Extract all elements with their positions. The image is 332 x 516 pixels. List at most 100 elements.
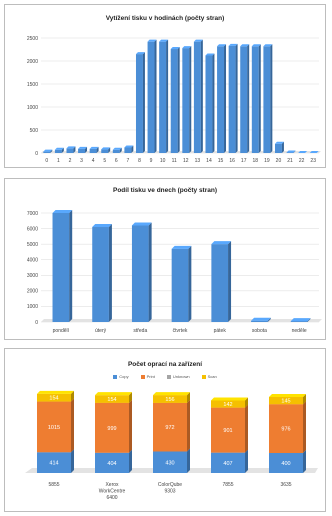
- data-label: 154: [49, 396, 58, 402]
- x-tick-label: 6: [115, 158, 118, 164]
- y-tick-label: 0: [35, 320, 38, 326]
- x-tick-label: 2: [69, 158, 72, 164]
- x-tick-label: 11: [172, 158, 177, 164]
- data-label: 145: [281, 399, 290, 405]
- bar: [205, 55, 212, 153]
- device-chart-title: Počet oprací na zařízení: [5, 361, 325, 368]
- data-label: 404: [107, 461, 116, 467]
- x-tick-label: 1: [57, 158, 60, 164]
- stacked-bar-segment-side: [71, 449, 74, 473]
- bar-side: [212, 53, 214, 153]
- bar: [90, 149, 97, 153]
- stacked-bar-segment-side: [129, 450, 132, 473]
- bar: [78, 149, 85, 153]
- bar-side: [69, 210, 72, 322]
- legend-swatch: [167, 375, 171, 379]
- legend-item: Scan: [202, 374, 217, 379]
- bar: [211, 244, 228, 322]
- x-tick-label: 3: [80, 158, 83, 164]
- bar-side: [247, 44, 249, 153]
- x-tick-label: 14: [206, 158, 212, 164]
- data-label: 999: [107, 426, 116, 432]
- data-label: 156: [165, 397, 174, 403]
- y-tick-label: 2000: [27, 289, 38, 295]
- bar-top: [172, 246, 192, 249]
- hourly-chart-title: Vytížení tisku v hodinách (počty stran): [5, 15, 325, 22]
- y-tick-label: 500: [30, 128, 39, 134]
- x-tick-label: 18: [253, 158, 259, 164]
- stacked-bar-segment-top: [211, 398, 248, 401]
- y-tick-label: 4000: [27, 258, 38, 264]
- bar-side: [178, 47, 180, 153]
- x-tick-label: 9303: [164, 489, 175, 495]
- y-tick-label: 3000: [27, 273, 38, 279]
- x-tick-label: 10: [160, 158, 166, 164]
- stacked-bar-segment-top: [153, 392, 190, 395]
- x-tick-label: Xerox: [105, 482, 119, 488]
- y-tick-label: 2500: [27, 36, 38, 42]
- y-tick-label: 7000: [27, 211, 38, 217]
- bar-top: [132, 222, 152, 225]
- bar: [101, 149, 108, 153]
- stacked-bar-segment-side: [71, 399, 74, 453]
- x-tick-label: 19: [264, 158, 270, 164]
- bar: [132, 225, 149, 322]
- bar-side: [149, 222, 152, 322]
- bar: [53, 213, 70, 322]
- x-tick-label: 9: [150, 158, 153, 164]
- bar: [275, 144, 282, 153]
- bar: [252, 46, 259, 153]
- x-tick-label: neděle: [292, 328, 307, 334]
- bar: [43, 152, 50, 153]
- bar-side: [270, 44, 272, 153]
- x-tick-label: 23: [310, 158, 316, 164]
- bar: [240, 46, 247, 153]
- y-tick-label: 2000: [27, 59, 38, 65]
- x-tick-label: 6400: [106, 495, 117, 501]
- bar-side: [224, 44, 226, 153]
- y-tick-label: 1000: [27, 105, 38, 111]
- legend-item: Unknown: [167, 374, 190, 379]
- x-tick-label: 8: [138, 158, 141, 164]
- legend-label: Scan: [208, 374, 217, 379]
- bar-side: [201, 40, 203, 153]
- x-tick-label: 0: [45, 158, 48, 164]
- daily-chart-title: Podíl tisku ve dnech (počty stran): [5, 187, 325, 194]
- x-tick-label: pondělí: [53, 328, 70, 334]
- legend-swatch: [202, 375, 206, 379]
- bar-top: [211, 241, 231, 244]
- stacked-bar-segment-side: [303, 401, 306, 453]
- x-tick-label: 20: [276, 158, 282, 164]
- legend-label: Print: [147, 374, 155, 379]
- stacked-bar-segment-side: [245, 405, 248, 453]
- x-tick-label: 17: [241, 158, 247, 164]
- bar-top: [92, 224, 112, 227]
- bar: [136, 54, 143, 153]
- data-label: 414: [49, 461, 58, 467]
- legend-swatch: [113, 375, 117, 379]
- data-label: 1015: [48, 425, 60, 431]
- bar: [251, 321, 268, 322]
- stacked-bar-segment-side: [187, 400, 190, 452]
- x-tick-label: sobota: [252, 328, 267, 334]
- bar: [66, 148, 73, 153]
- x-tick-label: 16: [229, 158, 235, 164]
- bar: [171, 49, 178, 153]
- stacked-bar-segment-side: [245, 450, 248, 473]
- bar: [92, 227, 109, 322]
- data-label: 972: [165, 425, 174, 431]
- bar-side: [189, 46, 191, 153]
- bar: [263, 46, 270, 153]
- x-tick-label: 3635: [280, 482, 291, 488]
- bar: [148, 42, 155, 153]
- bar-side: [109, 224, 112, 322]
- legend-swatch: [141, 375, 145, 379]
- y-tick-label: 6000: [27, 226, 38, 232]
- x-tick-label: 13: [195, 158, 201, 164]
- bar-side: [228, 241, 231, 322]
- bar: [124, 147, 131, 153]
- x-tick-label: 5855: [48, 482, 59, 488]
